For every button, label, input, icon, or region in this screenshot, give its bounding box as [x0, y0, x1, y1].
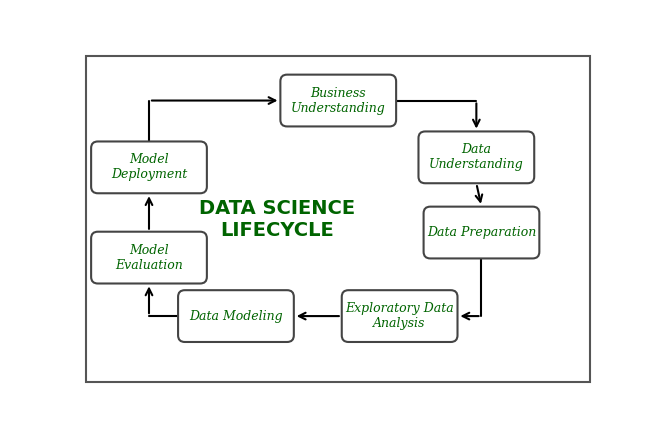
FancyBboxPatch shape: [91, 232, 207, 283]
Text: Business
Understanding: Business Understanding: [291, 86, 385, 115]
FancyBboxPatch shape: [178, 290, 294, 342]
Text: DATA SCIENCE
LIFECYCLE: DATA SCIENCE LIFECYCLE: [199, 199, 355, 240]
FancyBboxPatch shape: [280, 75, 396, 126]
FancyBboxPatch shape: [342, 290, 457, 342]
Text: Model
Evaluation: Model Evaluation: [115, 243, 183, 272]
FancyBboxPatch shape: [418, 132, 534, 183]
Text: Data
Understanding: Data Understanding: [429, 143, 524, 171]
FancyBboxPatch shape: [424, 207, 539, 258]
Text: Exploratory Data
Analysis: Exploratory Data Analysis: [345, 302, 454, 330]
FancyBboxPatch shape: [91, 141, 207, 193]
Text: Model
Deployment: Model Deployment: [111, 153, 187, 181]
FancyBboxPatch shape: [86, 56, 590, 382]
Text: Data Modeling: Data Modeling: [189, 309, 282, 322]
Text: Data Preparation: Data Preparation: [427, 226, 536, 239]
